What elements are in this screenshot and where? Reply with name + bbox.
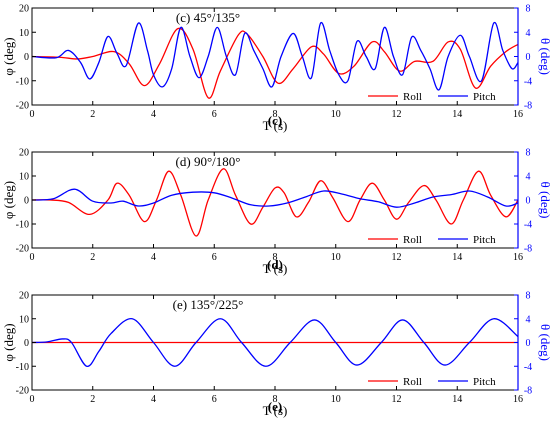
panel-label: (e) xyxy=(268,399,282,414)
x-axis-label: T (s) xyxy=(263,118,288,133)
y-tick-label: 0 xyxy=(24,338,29,349)
y-axis-label: φ (deg) xyxy=(1,37,16,75)
x-tick-label: 0 xyxy=(30,252,35,263)
x-tick-label: 12 xyxy=(392,252,402,263)
y2-tick-label: 8 xyxy=(526,291,531,302)
y-tick-label: -20 xyxy=(16,386,29,397)
y-tick-label: 20 xyxy=(19,4,29,15)
x-tick-label: 16 xyxy=(513,109,523,120)
y-tick-label: 10 xyxy=(19,314,29,325)
x-tick-label: 14 xyxy=(452,252,462,263)
chart-panel-3: 0 2 4 6 8 10 12 14 16 -20 -10 0 10 20 -8 -4 0 4 8 φ (deg) θ … xyxy=(1,291,550,419)
plot-frame xyxy=(31,151,519,249)
y-tick-label: 20 xyxy=(19,291,29,302)
y2-tick-label: -8 xyxy=(524,386,532,397)
y2-tick-label: -8 xyxy=(524,244,532,255)
x-tick-label: 14 xyxy=(452,109,462,120)
x-tick-label: 6 xyxy=(212,252,217,263)
chart-panel-1: 0 2 4 6 8 10 12 14 16 -20 -10 0 10 20 -8 -4 0 4 8 φ (deg) θ … xyxy=(1,4,550,134)
y-tick-label: 0 xyxy=(24,196,29,207)
x-tick-label: 14 xyxy=(452,394,462,405)
y2-tick-label: -4 xyxy=(524,362,532,373)
series-line-pitch xyxy=(32,188,518,208)
x-tick-label: 4 xyxy=(151,394,156,405)
x-tick-label: 12 xyxy=(392,109,402,120)
chart-inner-title: (e) 135°/225° xyxy=(173,297,244,312)
x-tick-label: 0 xyxy=(30,394,35,405)
y-tick-label: -10 xyxy=(16,220,29,231)
y2-tick-label: 4 xyxy=(526,28,531,39)
y2-tick-label: -4 xyxy=(524,76,532,87)
x-tick-label: 12 xyxy=(392,394,402,405)
y2-axis-label: θ (deg) xyxy=(538,182,550,219)
x-tick-label: 0 xyxy=(30,109,35,120)
y2-axis-label: θ (deg) xyxy=(538,324,550,361)
plot-frame xyxy=(31,7,519,106)
y-tick-label: -10 xyxy=(16,76,29,87)
x-tick-label: 16 xyxy=(513,252,523,263)
y-tick-label: -20 xyxy=(16,244,29,255)
legend-label-roll: Roll xyxy=(403,91,422,103)
y2-tick-label: 0 xyxy=(526,196,531,207)
series-line-roll xyxy=(32,168,518,237)
y2-tick-label: 4 xyxy=(526,172,531,183)
series-line-pitch xyxy=(32,318,518,367)
series-line-pitch xyxy=(32,21,518,91)
x-tick-label: 10 xyxy=(331,252,341,263)
y2-tick-label: -8 xyxy=(524,101,532,112)
x-tick-label: 2 xyxy=(90,394,95,405)
y2-tick-label: -4 xyxy=(524,220,532,231)
x-tick-label: 16 xyxy=(513,394,523,405)
y-tick-label: -20 xyxy=(16,101,29,112)
chart-panel-2: 0 2 4 6 8 10 12 14 16 -20 -10 0 10 20 -8 -4 0 4 8 φ (deg) θ … xyxy=(1,148,550,277)
legend-label-pitch: Pitch xyxy=(473,91,496,103)
y-tick-label: -10 xyxy=(16,362,29,373)
x-tick-label: 10 xyxy=(331,394,341,405)
y2-axis-label: θ (deg) xyxy=(538,38,550,75)
x-tick-label: 2 xyxy=(90,109,95,120)
x-tick-label: 6 xyxy=(212,394,217,405)
y-tick-label: 10 xyxy=(19,172,29,183)
x-tick-label: 4 xyxy=(151,252,156,263)
x-tick-label: 2 xyxy=(90,252,95,263)
y-axis-label: φ (deg) xyxy=(1,181,16,219)
y2-tick-label: 0 xyxy=(526,52,531,63)
chart-inner-title: (c) 45°/135° xyxy=(176,10,240,25)
y-tick-label: 20 xyxy=(19,148,29,159)
x-tick-label: 8 xyxy=(273,109,278,120)
y2-tick-label: 4 xyxy=(526,314,531,325)
x-axis-label: T (s) xyxy=(263,403,288,418)
y2-tick-label: 8 xyxy=(526,4,531,15)
series-line-roll xyxy=(32,27,518,99)
x-tick-label: 8 xyxy=(273,252,278,263)
panel-label: (c) xyxy=(268,113,282,128)
x-tick-label: 6 xyxy=(212,109,217,120)
y2-tick-label: 8 xyxy=(526,148,531,159)
y-tick-label: 0 xyxy=(24,52,29,63)
legend-label-pitch: Pitch xyxy=(473,376,496,388)
x-tick-label: 4 xyxy=(151,109,156,120)
x-tick-label: 10 xyxy=(331,109,341,120)
y-tick-label: 10 xyxy=(19,28,29,39)
legend-label-roll: Roll xyxy=(403,234,422,246)
legend-label-roll: Roll xyxy=(403,376,422,388)
x-tick-label: 8 xyxy=(273,394,278,405)
y-axis-label: φ (deg) xyxy=(1,323,16,361)
x-axis-label: T (s) xyxy=(263,261,288,276)
legend-label-pitch: Pitch xyxy=(473,234,496,246)
chart-inner-title: (d) 90°/180° xyxy=(176,154,241,169)
y2-tick-label: 0 xyxy=(526,338,531,349)
panel-label: (d) xyxy=(267,257,283,272)
